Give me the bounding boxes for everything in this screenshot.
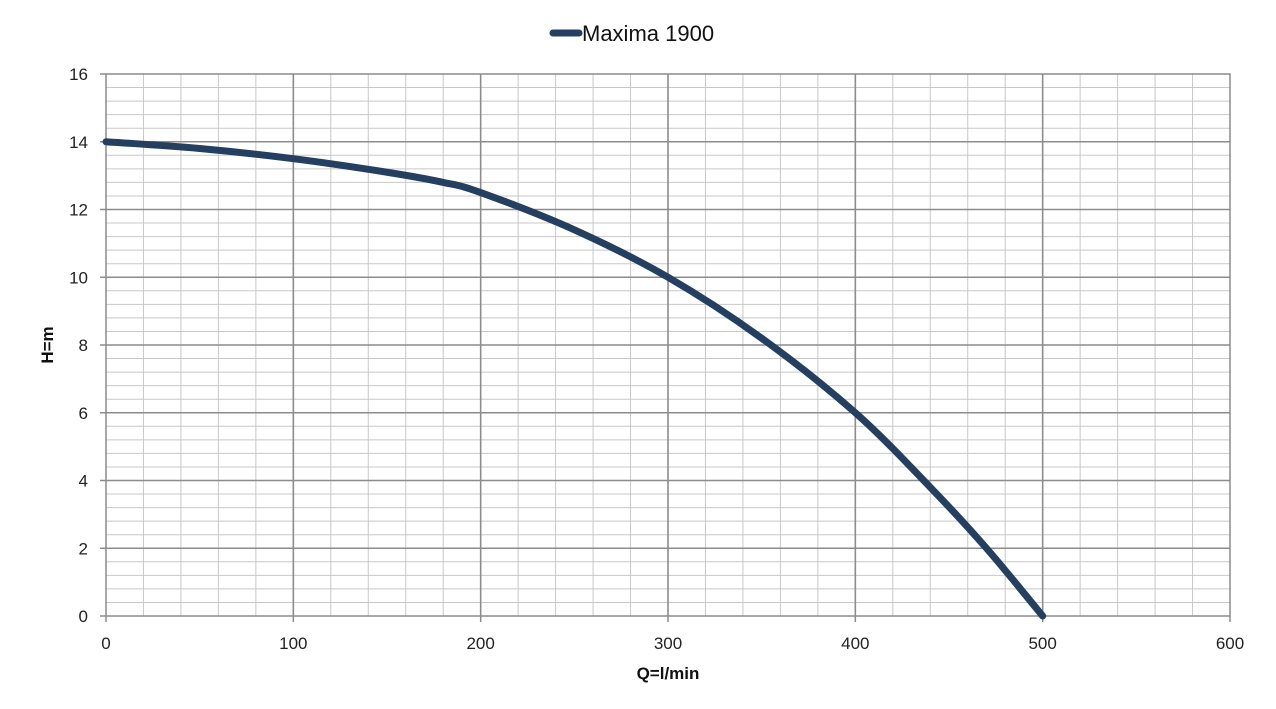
y-tick-label: 0: [79, 607, 88, 626]
x-tick-label: 400: [841, 634, 869, 653]
series-layer: [102, 138, 1047, 620]
x-tick-label: 500: [1028, 634, 1056, 653]
y-tick-label: 12: [69, 201, 88, 220]
series-line-maxima-1900: [102, 138, 1047, 620]
x-tick-label: 0: [101, 634, 110, 653]
y-tick-labels: 0 2 4 6 8 10 12 14 16: [69, 65, 106, 626]
x-axis-label: Q=l/min: [637, 664, 700, 683]
y-tick-label: 14: [69, 133, 88, 152]
y-tick-label: 8: [79, 336, 88, 355]
major-gridlines: [106, 74, 1230, 616]
legend-entry-label: Maxima 1900: [582, 21, 714, 46]
x-tick-label: 100: [279, 634, 307, 653]
y-tick-label: 6: [79, 404, 88, 423]
y-axis-label: H=m: [38, 326, 57, 363]
x-tick-labels: 0 100 200 300 400 500 600: [101, 616, 1244, 653]
legend: Maxima 1900: [549, 21, 714, 46]
y-tick-label: 4: [79, 472, 88, 491]
y-tick-label: 16: [69, 65, 88, 84]
y-tick-label: 2: [79, 539, 88, 558]
x-tick-label: 200: [466, 634, 494, 653]
y-tick-label: 10: [69, 268, 88, 287]
x-tick-label: 600: [1216, 634, 1244, 653]
x-tick-label: 300: [654, 634, 682, 653]
